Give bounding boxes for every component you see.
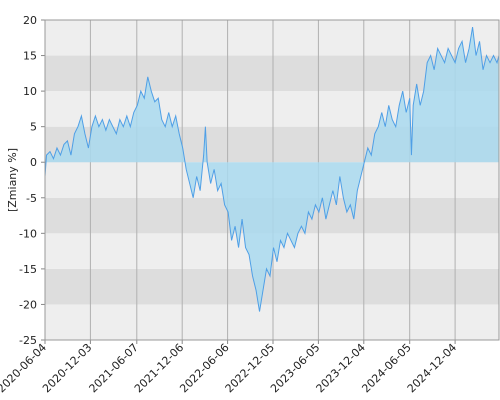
y-tick-label: 15 <box>23 50 37 63</box>
y-tick-label: -20 <box>19 298 37 311</box>
y-tick-label: 5 <box>30 121 37 134</box>
y-tick-label: 10 <box>23 85 37 98</box>
y-tick-label: 0 <box>30 156 37 169</box>
y-tick-label: 20 <box>23 14 37 27</box>
line <box>44 27 500 312</box>
y-tick-label: -25 <box>19 334 37 347</box>
plot-frame <box>44 19 500 341</box>
x-tick-label: 2024-12-04 <box>405 341 459 395</box>
background-band <box>45 304 499 340</box>
y-tick-label: -10 <box>19 227 37 240</box>
background-band <box>45 55 499 92</box>
background-band <box>45 20 499 56</box>
area <box>45 27 499 312</box>
background-band <box>45 268 499 305</box>
y-tick-label: -15 <box>19 263 37 276</box>
y-tick-label: -5 <box>26 192 37 205</box>
y-axis-title: [Zmiany %] <box>6 148 19 212</box>
